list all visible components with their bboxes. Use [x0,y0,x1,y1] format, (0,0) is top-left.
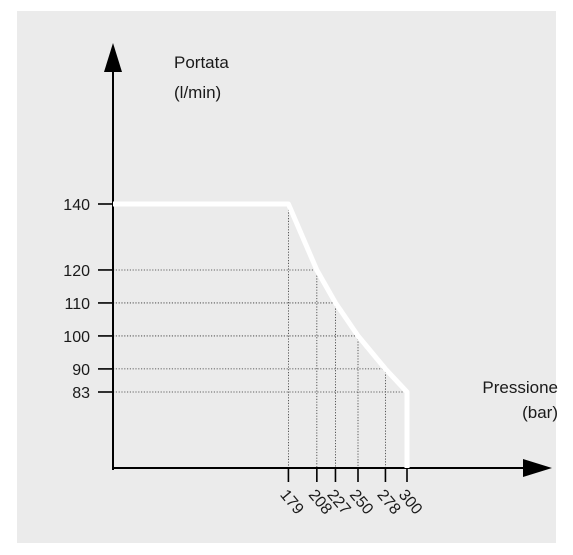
y-tick-label-110: 110 [64,296,90,313]
tick-marks [98,203,408,482]
x-tick-label-300: 300 [395,487,425,518]
y-axis-label-line1: Portata [174,53,229,72]
y-tick-label-140: 140 [63,197,90,214]
y-axis-label-line2: (l/min) [174,83,221,102]
x-tick-label-179: 179 [276,487,306,518]
y-tick-label-90: 90 [72,362,90,379]
axes [104,43,552,477]
y-axis-arrow-icon [104,43,122,72]
y-tick-label-120: 120 [63,263,90,280]
series [113,201,410,468]
y-tick-label-83: 83 [72,385,90,402]
x-axis-label-line1: Pressione [482,378,558,397]
x-axis-arrow-icon [523,459,552,477]
chart-panel [17,11,556,543]
x-tick-label-250: 250 [346,487,376,518]
grid-lines [113,203,408,468]
x-axis-label-line2: (bar) [522,403,558,422]
x-tick-label-227: 227 [323,487,353,518]
y-tick-label-100: 100 [63,329,90,346]
series-line [113,201,410,468]
